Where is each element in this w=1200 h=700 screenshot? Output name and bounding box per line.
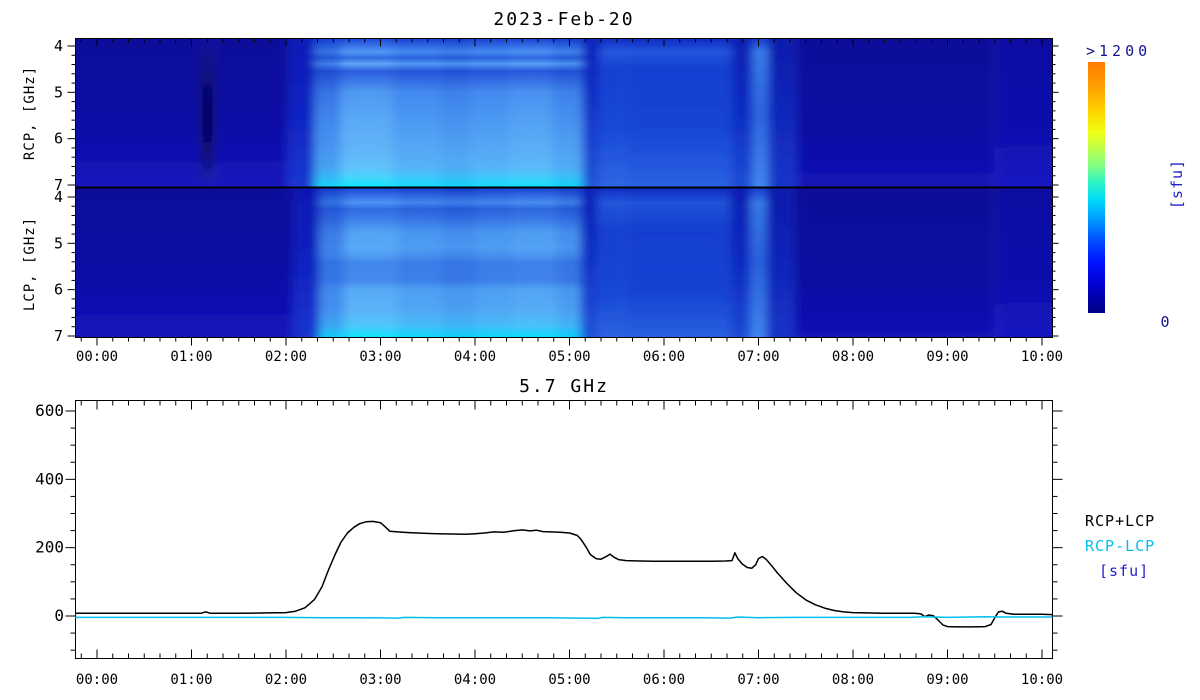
spectrogram-rcp-panel — [75, 38, 1053, 188]
spectrogram-column — [767, 38, 797, 188]
tick-label: 5 — [54, 83, 63, 101]
lightcurve-ticks — [65, 400, 1063, 659]
spectrogram-column — [552, 38, 583, 188]
tick-label: 10:00 — [1021, 349, 1063, 365]
spectrogram-column — [319, 187, 345, 338]
spectrogram-column — [344, 187, 397, 338]
polarization-curve — [75, 615, 1053, 620]
tick-label: 600 — [35, 401, 64, 420]
tick-label: 06:00 — [643, 672, 685, 688]
spectrogram-title: 2023-Feb-20 — [493, 9, 635, 30]
spectrogram-column — [441, 187, 475, 338]
tick-label: 4 — [54, 37, 63, 55]
legend-polarization: RCP-LCP — [1085, 537, 1156, 555]
spectrogram-column — [514, 187, 556, 338]
spectrogram-column — [624, 187, 731, 338]
spectrogram-column — [340, 38, 392, 188]
spectrogram-column — [396, 187, 442, 338]
tick-label: 10:00 — [1021, 672, 1063, 688]
spectrogram-column — [472, 38, 511, 188]
spectrogram-ticks — [67, 38, 1059, 346]
spectrogram-column — [510, 38, 553, 188]
colorbar-max-label: >1200 — [1086, 42, 1152, 60]
spectrogram-column — [750, 187, 766, 338]
tick-label: 7 — [54, 327, 63, 345]
spectrogram-column — [730, 187, 751, 338]
spectrogram-column — [212, 38, 288, 188]
colorbar — [1088, 62, 1105, 313]
spectrogram-column — [582, 38, 600, 188]
rcp-axis-label: RCP, [GHz] — [22, 65, 38, 161]
lightcurve-tick-labels: 00:00 01:00 02:00 03:00 04:00 05:00 06:00 07:00… — [35, 401, 1063, 688]
tick-label: 03:00 — [359, 672, 401, 688]
lightcurve-title: 5.7 GHz — [519, 376, 609, 397]
tick-label: 04:00 — [454, 672, 496, 688]
lightcurve-frame — [75, 400, 1053, 659]
spectrogram-frame — [75, 38, 1053, 338]
spectrogram-column — [555, 187, 581, 338]
spectrogram-column — [599, 38, 625, 188]
spectrogram-column — [796, 38, 995, 188]
tick-label: 07:00 — [737, 672, 779, 688]
tick-label: 400 — [35, 469, 64, 488]
legend-unit: [sfu] — [1099, 562, 1150, 580]
tick-label: 01:00 — [170, 672, 212, 688]
spectrogram-column — [391, 38, 440, 188]
legend-total: RCP+LCP — [1085, 512, 1156, 530]
spectrogram-tick-labels: 00:00 01:00 02:00 03:00 04:00 05:00 06:00 07:00… — [54, 37, 1063, 365]
tick-label: 09:00 — [926, 349, 968, 365]
tick-label: 02:00 — [265, 349, 307, 365]
tick-label: 6 — [54, 281, 63, 299]
spectrogram-column — [580, 187, 598, 338]
tick-label: 200 — [35, 538, 64, 557]
tick-label: 08:00 — [832, 349, 874, 365]
spectrogram-column — [994, 38, 1053, 188]
spectrogram-column — [75, 187, 294, 338]
spectrogram-column — [202, 38, 213, 188]
spectrogram-column — [287, 38, 315, 188]
tick-label: 09:00 — [926, 672, 968, 688]
colorbar-min-label: 0 — [1160, 313, 1170, 331]
spectrogram-column — [314, 38, 341, 188]
tick-label: 08:00 — [832, 672, 874, 688]
tick-label: 01:00 — [170, 349, 212, 365]
spectrogram-lcp-panel — [75, 187, 1053, 338]
spectrogram-column — [475, 187, 515, 338]
lightcurve-border — [75, 400, 1053, 659]
spectrogram-column — [75, 38, 203, 188]
tick-label: 07:00 — [737, 349, 779, 365]
tick-label: 05:00 — [548, 672, 590, 688]
spectrogram-column — [293, 187, 320, 338]
tick-label: 4 — [54, 188, 63, 206]
tick-label: 02:00 — [265, 672, 307, 688]
tick-label: 06:00 — [643, 349, 685, 365]
spectrogram-column — [732, 38, 753, 188]
spectrogram-column — [752, 38, 768, 188]
spectrogram-column — [624, 38, 732, 188]
tick-label: 6 — [54, 130, 63, 148]
lcp-axis-label: LCP, [GHz] — [22, 216, 38, 312]
spectrogram-column — [597, 187, 625, 338]
tick-label: 00:00 — [76, 349, 118, 365]
spectrogram-column — [794, 187, 995, 338]
tick-label: 05:00 — [548, 349, 590, 365]
spectrogram-column — [766, 187, 795, 338]
total-flux-curve — [75, 520, 1053, 628]
colorbar-unit-label: [sfu] — [1168, 158, 1186, 210]
tick-label: 5 — [54, 234, 63, 252]
tick-label: 00:00 — [76, 672, 118, 688]
spectrogram-column — [994, 187, 1053, 338]
tick-label: 04:00 — [454, 349, 496, 365]
tick-label: 7 — [54, 176, 63, 194]
spectrogram-column — [439, 38, 473, 188]
tick-label: 03:00 — [359, 349, 401, 365]
tick-label: 0 — [54, 606, 64, 625]
